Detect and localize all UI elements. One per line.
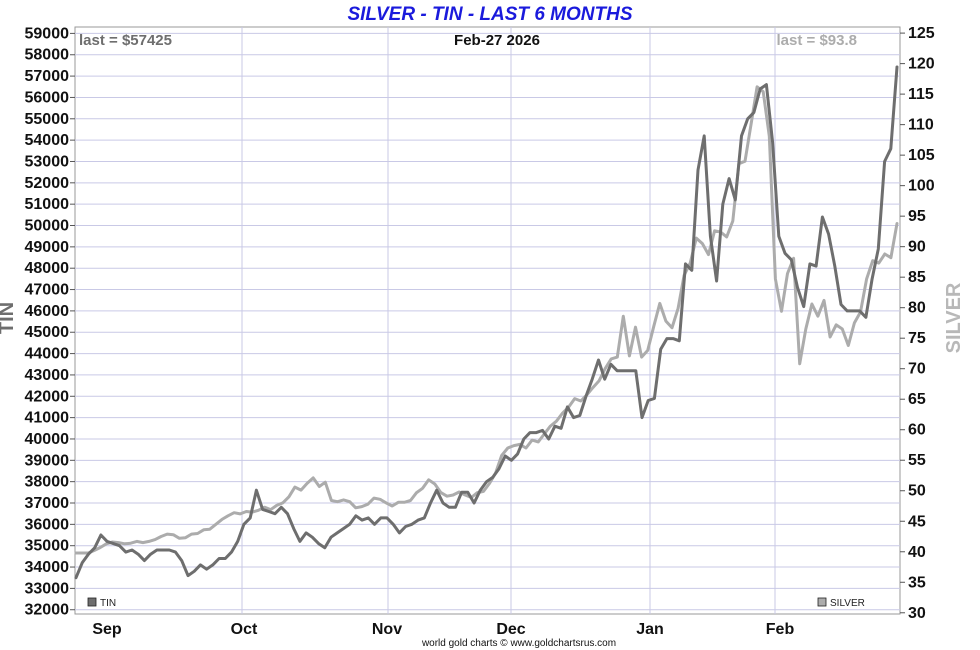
left-tick-label: 53000 [25,153,70,170]
right-tick-label: 35 [908,574,926,591]
left-tick-label: 48000 [25,260,70,277]
left-tick-label: 32000 [25,602,70,619]
x-tick-label: Nov [372,621,402,638]
right-tick-label: 90 [908,239,926,256]
right-tick-label: 45 [908,513,926,530]
left-tick-label: 54000 [25,132,70,149]
legend-silver: SILVER [817,597,865,609]
left-tick-label: 45000 [25,324,70,341]
plot-area [74,26,901,615]
right-tick-label: 65 [908,391,926,408]
right-tick-label: 125 [908,25,935,42]
left-tick-label: 57000 [25,68,70,85]
chart-title: SILVER - TIN - LAST 6 MONTHS [347,4,632,25]
left-tick-label: 55000 [25,111,70,128]
left-tick-label: 49000 [25,239,70,256]
right-tick-label: 85 [908,269,926,286]
legend-silver-label: SILVER [830,598,865,609]
left-axis-ticks: 32000 33000 34000 35000 36000 37000 38000 39000… [25,25,75,619]
right-tick-label: 105 [908,147,935,164]
left-tick-label: 47000 [25,282,70,299]
right-tick-label: 30 [908,605,926,622]
x-axis-ticks: Sep Oct Nov Dec Jan Feb [92,621,794,638]
left-tick-label: 56000 [25,89,70,106]
footer-credit: world gold charts © www.goldchartsrus.co… [421,638,616,649]
tin-last-label: last = $57425 [79,32,172,49]
left-tick-label: 58000 [25,47,70,64]
right-axis-label: SILVER [943,282,965,353]
left-tick-label: 41000 [25,410,70,427]
right-tick-label: 100 [908,178,935,195]
left-tick-label: 33000 [25,580,70,597]
left-tick-label: 39000 [25,452,70,469]
x-tick-label: Jan [636,621,664,638]
right-tick-label: 115 [908,86,934,103]
x-tick-label: Dec [496,621,525,638]
left-tick-label: 50000 [25,218,70,235]
x-tick-label: Oct [231,621,258,638]
left-tick-label: 51000 [25,196,70,213]
right-tick-label: 110 [908,117,934,134]
right-tick-label: 50 [908,483,926,500]
grid [75,27,900,614]
left-tick-label: 40000 [25,431,70,448]
right-tick-label: 120 [908,56,935,73]
x-tick-label: Sep [92,621,122,638]
right-tick-label: 95 [908,208,926,225]
left-tick-label: 44000 [25,346,70,363]
left-tick-label: 35000 [25,538,70,555]
date-label: Feb-27 2026 [454,32,540,49]
right-axis-ticks: 30 35 40 45 50 55 60 65 70 75 80 85 90 95 100 105 110 115… [900,25,935,622]
right-tick-label: 55 [908,452,926,469]
legend-tin-swatch [87,597,97,607]
left-tick-label: 42000 [25,388,70,405]
left-axis-label: TIN [0,302,18,334]
left-tick-label: 59000 [25,25,70,42]
left-tick-label: 36000 [25,516,70,533]
left-tick-label: 43000 [25,367,70,384]
right-tick-label: 40 [908,544,926,561]
left-tick-label: 34000 [25,559,70,576]
legend-tin: TIN [87,597,116,609]
left-tick-label: 37000 [25,495,70,512]
right-tick-label: 75 [908,330,926,347]
series-lines [74,65,899,580]
legend-silver-swatch [817,597,827,607]
left-tick-label: 52000 [25,175,70,192]
left-tick-label: 46000 [25,303,70,320]
series-line-tin [74,65,899,580]
right-tick-label: 60 [908,422,926,439]
right-tick-label: 70 [908,361,926,378]
left-tick-label: 38000 [25,474,70,491]
silver-last-label: last = $93.8 [777,32,857,49]
right-tick-label: 80 [908,300,926,317]
legend-tin-label: TIN [100,598,116,609]
x-tick-label: Feb [766,621,795,638]
